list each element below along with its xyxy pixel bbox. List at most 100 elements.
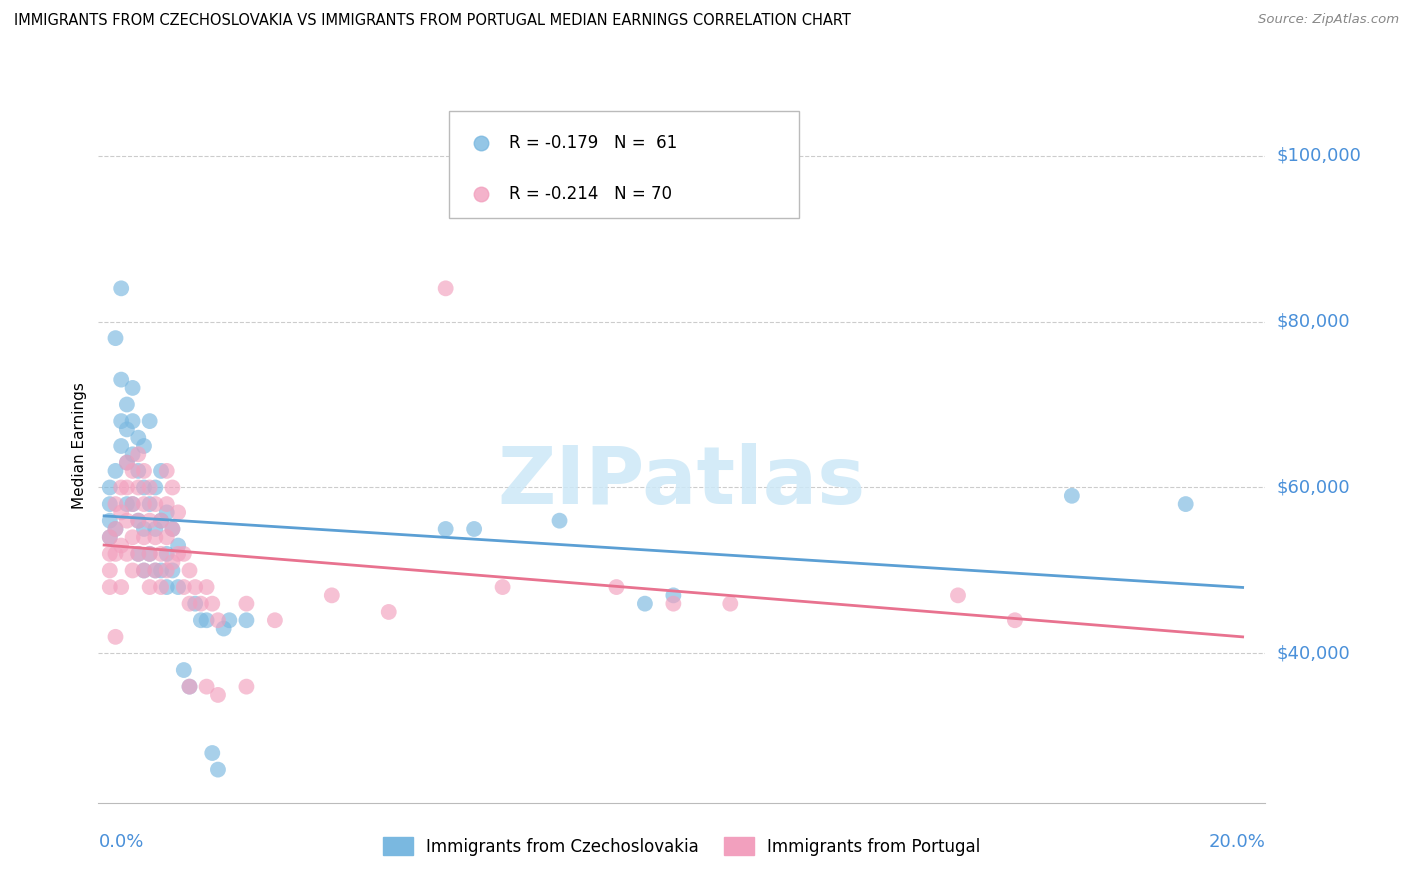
Point	[150, 514, 173, 528]
Point	[207, 613, 229, 627]
Point	[150, 514, 173, 528]
Point	[207, 763, 229, 777]
Point	[946, 588, 969, 602]
Point	[143, 497, 166, 511]
Point	[121, 497, 143, 511]
Point	[115, 456, 138, 470]
Point	[235, 597, 257, 611]
Text: R = -0.179   N =  61: R = -0.179 N = 61	[509, 134, 678, 152]
Point	[162, 481, 184, 495]
Point	[110, 481, 132, 495]
Point	[98, 530, 121, 544]
Point	[127, 547, 149, 561]
Point	[156, 530, 179, 544]
Point	[173, 663, 195, 677]
Point	[162, 522, 184, 536]
Point	[115, 422, 138, 436]
Point	[104, 522, 127, 536]
Point	[110, 580, 132, 594]
Point	[98, 514, 121, 528]
Point	[138, 497, 160, 511]
Point	[162, 564, 184, 578]
Point	[179, 680, 201, 694]
Text: R = -0.214   N = 70: R = -0.214 N = 70	[509, 186, 672, 203]
Point	[115, 514, 138, 528]
Point	[1174, 497, 1197, 511]
Point	[235, 680, 257, 694]
Point	[127, 514, 149, 528]
Point	[98, 530, 121, 544]
Point	[662, 588, 685, 602]
Point	[321, 588, 343, 602]
Point	[1004, 613, 1026, 627]
Point	[132, 439, 155, 453]
Point	[195, 580, 218, 594]
Point	[115, 397, 138, 411]
Point	[138, 547, 160, 561]
Point	[605, 580, 627, 594]
Point	[201, 597, 224, 611]
Point	[718, 597, 741, 611]
Point	[173, 547, 195, 561]
Point	[143, 564, 166, 578]
Point	[190, 613, 212, 627]
Point	[138, 481, 160, 495]
Point	[115, 497, 138, 511]
Point	[132, 522, 155, 536]
Text: 20.0%: 20.0%	[1209, 833, 1265, 851]
Point	[143, 481, 166, 495]
Point	[156, 547, 179, 561]
Point	[127, 547, 149, 561]
Text: 0.0%: 0.0%	[98, 833, 143, 851]
Point	[110, 505, 132, 519]
Text: $100,000: $100,000	[1277, 146, 1361, 165]
Point	[150, 580, 173, 594]
Point	[167, 580, 190, 594]
Text: Source: ZipAtlas.com: Source: ZipAtlas.com	[1258, 13, 1399, 27]
Point	[98, 481, 121, 495]
Point	[98, 497, 121, 511]
Point	[104, 497, 127, 511]
Point	[132, 497, 155, 511]
Point	[143, 522, 166, 536]
Point	[138, 414, 160, 428]
Point	[138, 580, 160, 594]
Point	[201, 746, 224, 760]
Point	[162, 522, 184, 536]
Point	[127, 464, 149, 478]
Point	[127, 431, 149, 445]
Point	[110, 281, 132, 295]
Point	[121, 564, 143, 578]
Point	[156, 505, 179, 519]
Text: $60,000: $60,000	[1277, 478, 1350, 497]
Point	[463, 522, 485, 536]
Legend: Immigrants from Czechoslovakia, Immigrants from Portugal: Immigrants from Czechoslovakia, Immigran…	[377, 830, 987, 863]
Point	[184, 597, 207, 611]
Point	[156, 564, 179, 578]
Point	[491, 580, 513, 594]
Point	[132, 530, 155, 544]
Point	[104, 331, 127, 345]
Point	[167, 547, 190, 561]
Point	[132, 564, 155, 578]
Point	[110, 439, 132, 453]
Point	[162, 555, 184, 569]
Point	[143, 564, 166, 578]
Point	[156, 580, 179, 594]
Point	[104, 464, 127, 478]
Point	[121, 414, 143, 428]
Point	[121, 497, 143, 511]
Point	[127, 447, 149, 461]
Point	[127, 514, 149, 528]
Point	[235, 613, 257, 627]
Point	[121, 447, 143, 461]
Point	[156, 497, 179, 511]
FancyBboxPatch shape	[449, 111, 799, 218]
Point	[195, 680, 218, 694]
Point	[218, 613, 240, 627]
Point	[264, 613, 287, 627]
Point	[115, 456, 138, 470]
Point	[1060, 489, 1083, 503]
Point	[115, 481, 138, 495]
Point	[179, 564, 201, 578]
